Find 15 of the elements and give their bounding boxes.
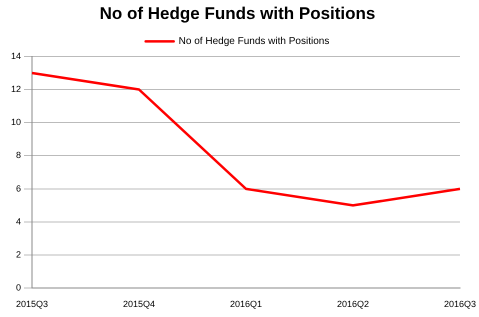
x-tick-label: 2016Q3 [444,299,476,310]
x-tick-label: 2015Q4 [122,299,156,310]
x-tick-label: 2016Q1 [230,299,262,310]
x-tick-label: 2016Q2 [336,299,370,310]
y-tick-label: 8 [16,150,22,160]
y-tick-label: 6 [16,183,22,194]
x-tick-label: 2015Q3 [16,299,48,310]
chart-title: No of Hedge Funds with Positions [100,4,376,23]
y-tick-label: 14 [10,50,22,61]
y-tick-label: 10 [10,117,22,128]
legend-label: No of Hedge Funds with Positions [178,36,330,48]
y-tick-label: 0 [16,282,22,293]
y-tick-label: 2 [16,250,22,260]
y-tick-label: 12 [10,84,22,94]
y-tick-label: 4 [16,216,22,226]
